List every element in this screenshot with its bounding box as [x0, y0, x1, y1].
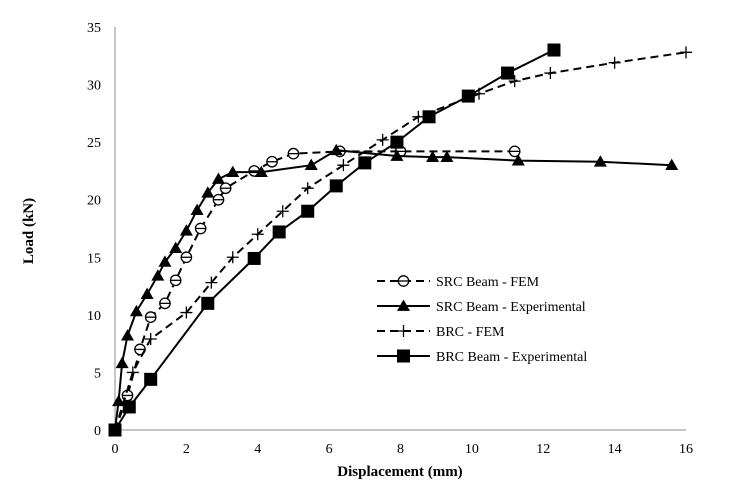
data-point-src-experimental [440, 150, 454, 162]
x-tick-label: 10 [465, 442, 479, 457]
x-axis-title: Displacement (mm) [337, 464, 462, 480]
x-tick-label: 6 [326, 442, 333, 457]
legend-item-brc-fem: BRC - FEM [377, 325, 505, 340]
legend-label-brc-experimental: BRC Beam - Experimental [436, 350, 587, 365]
data-point-brc-fem [226, 251, 239, 264]
legend-label-brc-fem: BRC - FEM [436, 325, 505, 340]
y-tick-label: 35 [87, 21, 101, 36]
data-point-brc-fem [180, 306, 193, 319]
legend-label-src-fem: SRC Beam - FEM [436, 275, 540, 290]
data-point-src-experimental [511, 154, 525, 166]
legend-marker-src-experimental [397, 299, 410, 311]
data-point-brc-fem [251, 228, 264, 241]
y-tick-label: 0 [94, 424, 101, 439]
x-tick-label: 2 [183, 442, 190, 457]
legend-item-src-fem: SRC Beam - FEM [377, 275, 540, 290]
data-point-src-experimental [593, 155, 607, 167]
chart-axes [114, 27, 686, 431]
data-point-src-experimental [169, 241, 183, 253]
data-point-src-experimental [120, 329, 134, 341]
data-point-brc-fem [680, 46, 692, 59]
y-tick-labels: 0 5 10 15 20 25 30 35 [87, 21, 101, 439]
data-point-brc-experimental [144, 372, 158, 386]
data-point-src-experimental [426, 150, 440, 162]
data-point-src-experimental [140, 287, 154, 300]
legend-item-brc-experimental: BRC Beam - Experimental [377, 349, 587, 365]
y-tick-label: 15 [87, 251, 101, 266]
series-src-experimental [108, 143, 679, 435]
legend-label-src-experimental: SRC Beam - Experimental [436, 300, 586, 315]
series-brc-fem [109, 46, 692, 436]
data-point-brc-experimental [272, 225, 286, 239]
data-point-src-experimental [665, 158, 679, 171]
data-point-src-experimental [115, 356, 129, 369]
data-point-brc-fem [376, 133, 389, 146]
data-point-src-experimental [304, 158, 318, 171]
data-point-brc-experimental [201, 296, 215, 310]
x-tick-label: 4 [254, 442, 261, 457]
data-point-src-experimental [151, 269, 165, 281]
data-point-src-experimental [329, 143, 343, 156]
y-tick-label: 20 [87, 194, 101, 209]
data-point-brc-experimental [329, 179, 343, 193]
series-line-brc-fem [114, 51, 687, 431]
data-point-brc-experimental [390, 135, 404, 149]
data-point-brc-fem [205, 276, 218, 289]
series-line-src-experimental [114, 149, 672, 431]
data-point-src-experimental [226, 165, 240, 177]
series-brc-experimental [108, 43, 561, 437]
x-tick-labels: 0 2 4 6 8 10 12 14 16 [112, 442, 694, 457]
data-point-brc-fem [412, 110, 425, 123]
x-tick-label: 12 [536, 442, 550, 457]
y-tick-label: 5 [94, 366, 101, 381]
data-point-brc-experimental [461, 89, 475, 103]
x-tick-label: 0 [112, 442, 119, 457]
data-point-src-experimental [254, 165, 268, 177]
data-point-brc-experimental [108, 423, 122, 437]
series-src-fem [109, 145, 521, 436]
x-tick-label: 14 [608, 442, 622, 457]
data-point-src-experimental [190, 203, 204, 215]
legend-marker-brc-experimental [397, 349, 410, 363]
data-point-brc-experimental [422, 110, 436, 124]
y-tick-label: 30 [87, 79, 101, 94]
data-point-brc-experimental [301, 204, 315, 218]
data-point-brc-fem [126, 366, 139, 379]
data-point-src-experimental [201, 186, 215, 198]
y-tick-label: 10 [87, 309, 101, 324]
y-tick-label: 25 [87, 136, 101, 151]
series-line-brc-experimental [114, 49, 555, 431]
data-point-src-experimental [129, 304, 143, 317]
data-point-src-experimental [112, 394, 126, 407]
data-point-brc-fem [276, 205, 289, 218]
x-tick-label: 8 [397, 442, 404, 457]
legend-item-src-experimental: SRC Beam - Experimental [377, 299, 586, 315]
data-point-brc-fem [544, 67, 557, 80]
data-point-src-experimental [158, 255, 172, 267]
data-point-brc-experimental [358, 156, 372, 170]
legend-marker-brc-fem [397, 325, 410, 337]
y-axis-title: Load (kN) [21, 198, 37, 264]
data-point-brc-fem [301, 182, 314, 195]
data-point-brc-fem [144, 333, 157, 346]
series-line-src-fem [114, 150, 515, 431]
data-point-brc-experimental [547, 43, 561, 57]
data-point-src-experimental [211, 172, 225, 184]
x-tick-label: 16 [679, 442, 693, 457]
legend: SRC Beam - FEM SRC Beam - Experimental BRC… [377, 275, 587, 365]
data-point-src-experimental [390, 149, 404, 161]
data-point-brc-fem [337, 159, 350, 172]
data-point-brc-experimental [501, 66, 515, 80]
data-point-brc-experimental [247, 251, 261, 265]
data-point-src-experimental [179, 224, 193, 236]
data-point-brc-fem [508, 75, 521, 88]
data-point-brc-experimental [122, 400, 136, 414]
data-point-brc-fem [608, 56, 621, 69]
series-layer [108, 43, 692, 437]
